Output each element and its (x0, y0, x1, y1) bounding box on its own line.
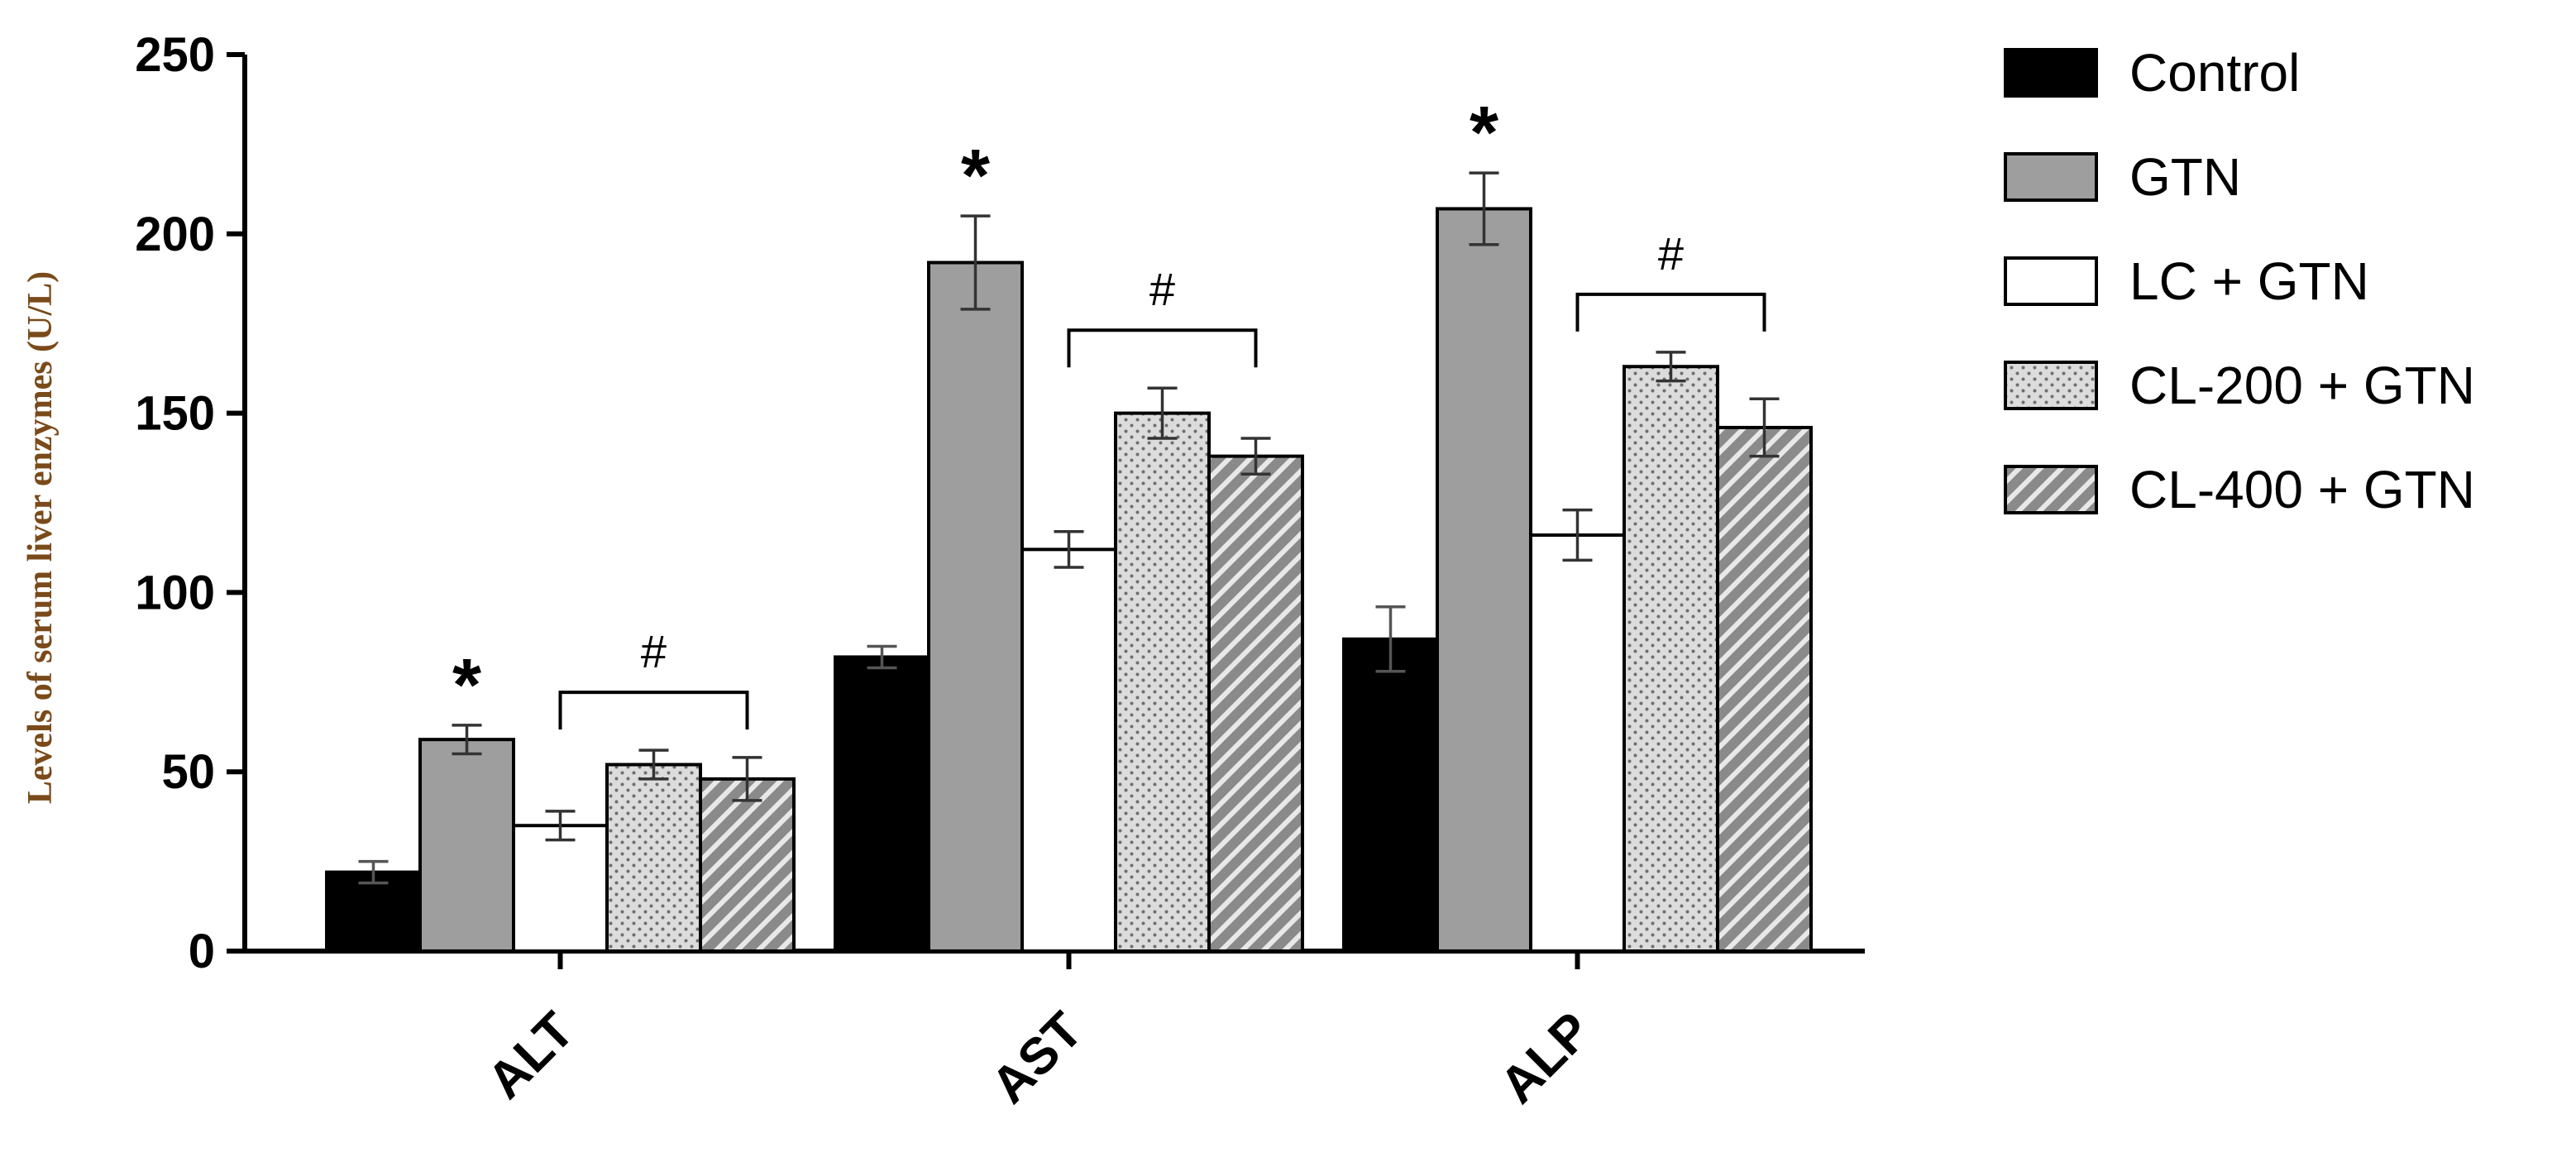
significance-hash: # (1658, 227, 1684, 280)
legend-swatch (2004, 152, 2098, 202)
y-tick-label: 100 (135, 566, 215, 619)
y-axis-label: Levels of serum liver enzymes (U/L) (22, 271, 60, 804)
x-tick-label: ALT (477, 1002, 585, 1110)
y-tick-label: 0 (189, 925, 215, 978)
y-tick-label: 50 (161, 745, 215, 799)
significance-star: * (452, 644, 481, 727)
bar (1342, 637, 1439, 953)
bar (1114, 411, 1211, 954)
bar (605, 763, 702, 954)
y-tick-label: 250 (135, 28, 215, 82)
y-tick-label: 200 (135, 208, 215, 261)
significance-hash: # (641, 625, 667, 677)
significance-bracket (1575, 292, 1766, 332)
legend-swatch (2004, 48, 2098, 98)
bar (1207, 454, 1304, 953)
y-tick-label: 150 (135, 387, 215, 441)
legend-label: GTN (2129, 147, 2241, 207)
bar (418, 738, 515, 954)
legend-label: Control (2129, 43, 2300, 103)
legend-swatch (2004, 465, 2098, 514)
bar (1529, 533, 1626, 953)
bar (927, 261, 1024, 954)
bar (1716, 425, 1813, 953)
significance-star: * (961, 135, 990, 218)
bar (1020, 547, 1117, 953)
significance-bracket (1067, 328, 1258, 368)
x-tick-label: ALP (1489, 1002, 1602, 1114)
significance-star: * (1470, 92, 1498, 175)
x-tick-label: AST (981, 1002, 1094, 1115)
annotations-layer: * * * # # # (452, 92, 1766, 730)
legend-swatch (2004, 256, 2098, 306)
legend-swatch (2004, 361, 2098, 410)
significance-bracket (558, 691, 749, 730)
bar (512, 824, 609, 953)
bar (699, 777, 796, 954)
significance-hash: # (1149, 263, 1175, 315)
bar (834, 655, 930, 953)
legend: Control GTN LC + GTN CL-200 + GTN CL-400 + G… (2004, 43, 2475, 519)
bars-layer (325, 171, 1813, 954)
legend-label: LC + GTN (2129, 251, 2369, 311)
bar (1623, 365, 1719, 953)
bar (1436, 207, 1532, 953)
legend-label: CL-400 + GTN (2129, 460, 2475, 519)
bar (325, 870, 422, 954)
legend-label: CL-200 + GTN (2129, 356, 2475, 415)
